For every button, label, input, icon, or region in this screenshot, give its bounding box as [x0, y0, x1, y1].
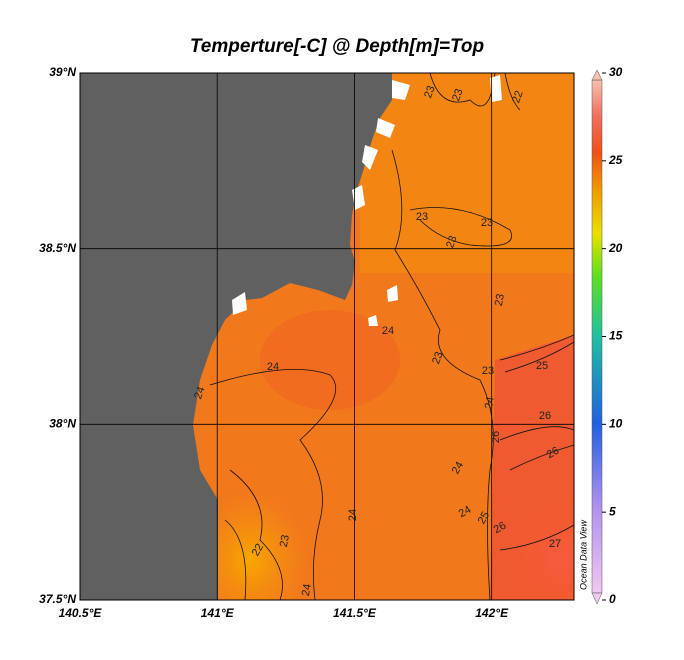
contour-label: 23 [444, 234, 459, 250]
contour-label: 24 [300, 583, 314, 597]
contour-label: 24 [347, 509, 359, 521]
colorbar-label: 10 [609, 417, 623, 431]
contour-label: 26 [490, 431, 502, 443]
contour-label: 24 [192, 385, 207, 401]
contour-label: 22 [250, 542, 267, 559]
colorbar-label: 30 [609, 65, 623, 79]
contour-label: 23 [278, 534, 292, 548]
x-tick-label: 141°E [201, 606, 235, 620]
contour-label: 24 [267, 361, 279, 373]
y-tick-label: 38°N [49, 417, 76, 431]
colorbar-label: 25 [608, 153, 623, 167]
colorbar-label: 5 [609, 504, 616, 518]
contour-label: 27 [549, 538, 561, 550]
contour-label: 23 [422, 84, 437, 100]
colorbar [591, 79, 603, 594]
x-tick-label: 142°E [475, 606, 509, 620]
contour-label: 23 [493, 293, 507, 307]
y-tick-label: 37.5°N [39, 592, 76, 606]
contour-label: 24 [483, 396, 497, 410]
x-tick-label: 140.5°E [59, 606, 103, 620]
contour-label: 25 [476, 510, 493, 527]
contour-label: 26 [539, 410, 551, 422]
contour-label: 25 [536, 360, 548, 372]
x-tick-label: 141.5°E [333, 606, 377, 620]
contour-label: 22 [510, 89, 525, 105]
land [80, 73, 392, 600]
map-area [80, 73, 574, 600]
contour-label: 23 [416, 211, 428, 223]
contour-label: 24 [382, 325, 394, 337]
contour-label: 26 [545, 445, 562, 462]
watermark: Ocean Data View [578, 520, 588, 590]
y-tick-label: 39°N [49, 65, 76, 79]
contour-label: 23 [481, 217, 493, 229]
contour-label: 23 [430, 350, 445, 366]
contour-label: 23 [482, 365, 494, 377]
contour-label: 24 [450, 460, 467, 477]
colorbar-label: 0 [609, 592, 616, 606]
contour-label: 24 [457, 504, 474, 521]
y-tick-label: 38.5°N [39, 241, 76, 255]
contour-label: 26 [492, 520, 509, 537]
title: Temperture[-C] @ Depth[m]=Top [190, 36, 484, 57]
colorbar-label: 15 [609, 329, 623, 343]
contour-label: 23 [450, 87, 465, 103]
colorbar-label: 20 [608, 241, 623, 255]
